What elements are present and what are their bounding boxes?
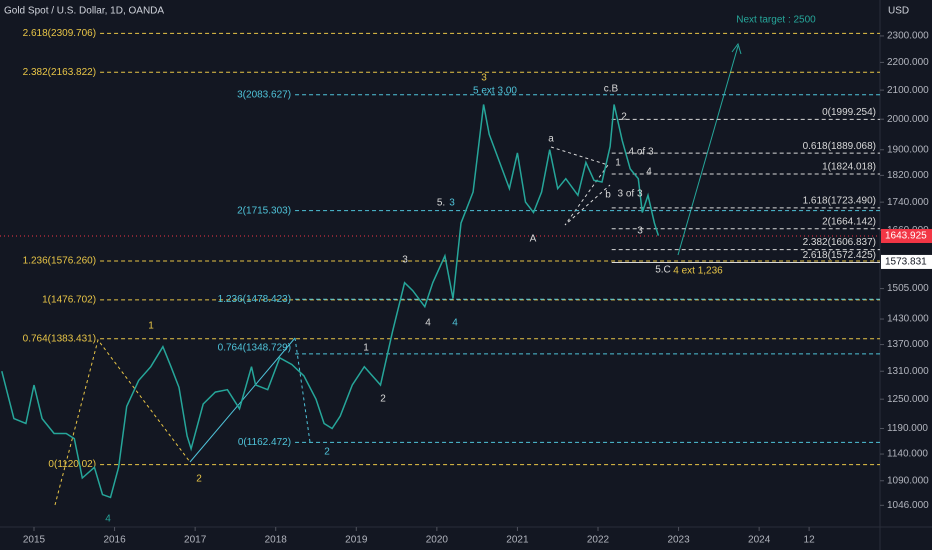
fib-label: 1.236(1478.423): [218, 294, 291, 305]
target-arrow: [677, 45, 739, 256]
wave-label: 4 ext 1,236: [673, 266, 723, 277]
wave-label: 4: [646, 167, 652, 178]
wave-label: 3: [481, 73, 487, 84]
wave-label: 3: [637, 226, 643, 237]
wave-guides: [54, 42, 742, 506]
fib-label: 1(1476.702): [42, 295, 96, 306]
x-tick-label: 12: [804, 535, 816, 546]
wave-label: A: [530, 234, 537, 245]
wave-label: 1: [363, 343, 369, 354]
wave-label: c.B: [604, 84, 619, 95]
fib-label: 0(1162.472): [238, 437, 291, 448]
wave-label: Next target : 2500: [736, 15, 816, 26]
y-tick-label: 1190.000: [887, 423, 928, 434]
x-tick-label: 2023: [667, 535, 690, 546]
wave-label: 4: [105, 514, 111, 525]
wave-label: 1: [148, 321, 154, 332]
fib-label: 0(1120.02): [48, 459, 96, 470]
y-tick-label: 2000.000: [887, 114, 929, 125]
y-tick-label: 1505.000: [887, 283, 929, 294]
y-tick-label: 1310.000: [887, 366, 929, 377]
wave-label: 4: [452, 318, 458, 329]
x-tick-label: 2018: [265, 535, 288, 546]
y-tick-label: 1370.000: [887, 339, 929, 350]
fib-label: 0.618(1889.068): [803, 141, 876, 152]
wave-label: 3: [402, 255, 408, 266]
wave-label: 3 of 3: [617, 189, 642, 200]
x-tick-label: 2016: [103, 535, 126, 546]
fib-label: 1.618(1723.490): [803, 195, 876, 206]
symbol-title: Gold Spot / U.S. Dollar, 1D, OANDA: [4, 6, 164, 17]
y-tick-label: 2300.000: [887, 31, 929, 42]
wave-label: 3: [449, 198, 455, 209]
wave-label: 2: [621, 112, 627, 123]
fib-label: 3(2083.627): [237, 89, 291, 100]
y-tick-label: 1140.000: [887, 449, 928, 460]
x-tick-label: 2020: [426, 535, 449, 546]
wave-guide: [54, 338, 191, 506]
wave-label: a: [548, 134, 554, 145]
y-tick-label: 1090.000: [887, 475, 929, 486]
wave-label: b: [605, 190, 611, 201]
x-tick-label: 2022: [587, 535, 610, 546]
price-tag-label: 1643.925: [885, 231, 927, 242]
x-tick-label: 2019: [345, 535, 368, 546]
y-tick-label: 1820.000: [887, 170, 929, 181]
y-tick-label: 1250.000: [887, 394, 929, 405]
y-tick-label: 1740.000: [887, 197, 929, 208]
fib-label: 0(1999.254): [822, 107, 876, 118]
fib-label: 2.618(1572.425): [803, 250, 876, 261]
price-tag: [881, 228, 932, 243]
price-line: [1, 104, 660, 499]
fib-label: 1(1824.018): [822, 162, 876, 173]
wave-label: 2: [196, 474, 202, 485]
y-tick-label: 1900.000: [887, 144, 929, 155]
fib-label: 2(1715.303): [237, 205, 291, 216]
fib-label: 2(1664.142): [822, 216, 876, 227]
fib-label: 2.618(2309.706): [23, 28, 96, 39]
fib-label: 0.764(1383.431): [23, 333, 96, 344]
wave-guide: [550, 146, 611, 226]
y-tick-label: 1430.000: [887, 314, 929, 325]
wave-label: 2: [324, 447, 330, 458]
wave-label: 4: [425, 318, 431, 329]
fib-label: 2.382(1606.837): [803, 237, 876, 248]
wave-label: 5.C: [655, 265, 671, 276]
x-tick-label: 2017: [184, 535, 207, 546]
y-tick-label: 1046.000: [887, 500, 929, 511]
x-tick-label: 2021: [506, 535, 529, 546]
wave-label: 2: [380, 394, 386, 405]
wave-label: 1: [615, 158, 621, 169]
target-arrowhead: [731, 42, 742, 55]
x-tick-label: 2015: [23, 535, 46, 546]
y-tick-label: 2100.000: [887, 85, 929, 96]
axis-unit: USD: [888, 6, 909, 17]
wave-label: 5 ext 3,00: [473, 86, 517, 97]
wave-label: 4 of 3: [628, 147, 653, 158]
fib-label: 0.764(1348.729): [218, 343, 291, 354]
x-tick-label: 2024: [748, 535, 771, 546]
y-tick-label: 2200.000: [887, 57, 929, 68]
price-tag: [881, 254, 932, 269]
fib-label: 2.382(2163.822): [23, 67, 96, 78]
wave-label: 5.: [437, 198, 445, 209]
price-tag-label: 1573.831: [885, 257, 927, 268]
fib-label: 1.236(1576.260): [23, 256, 96, 267]
